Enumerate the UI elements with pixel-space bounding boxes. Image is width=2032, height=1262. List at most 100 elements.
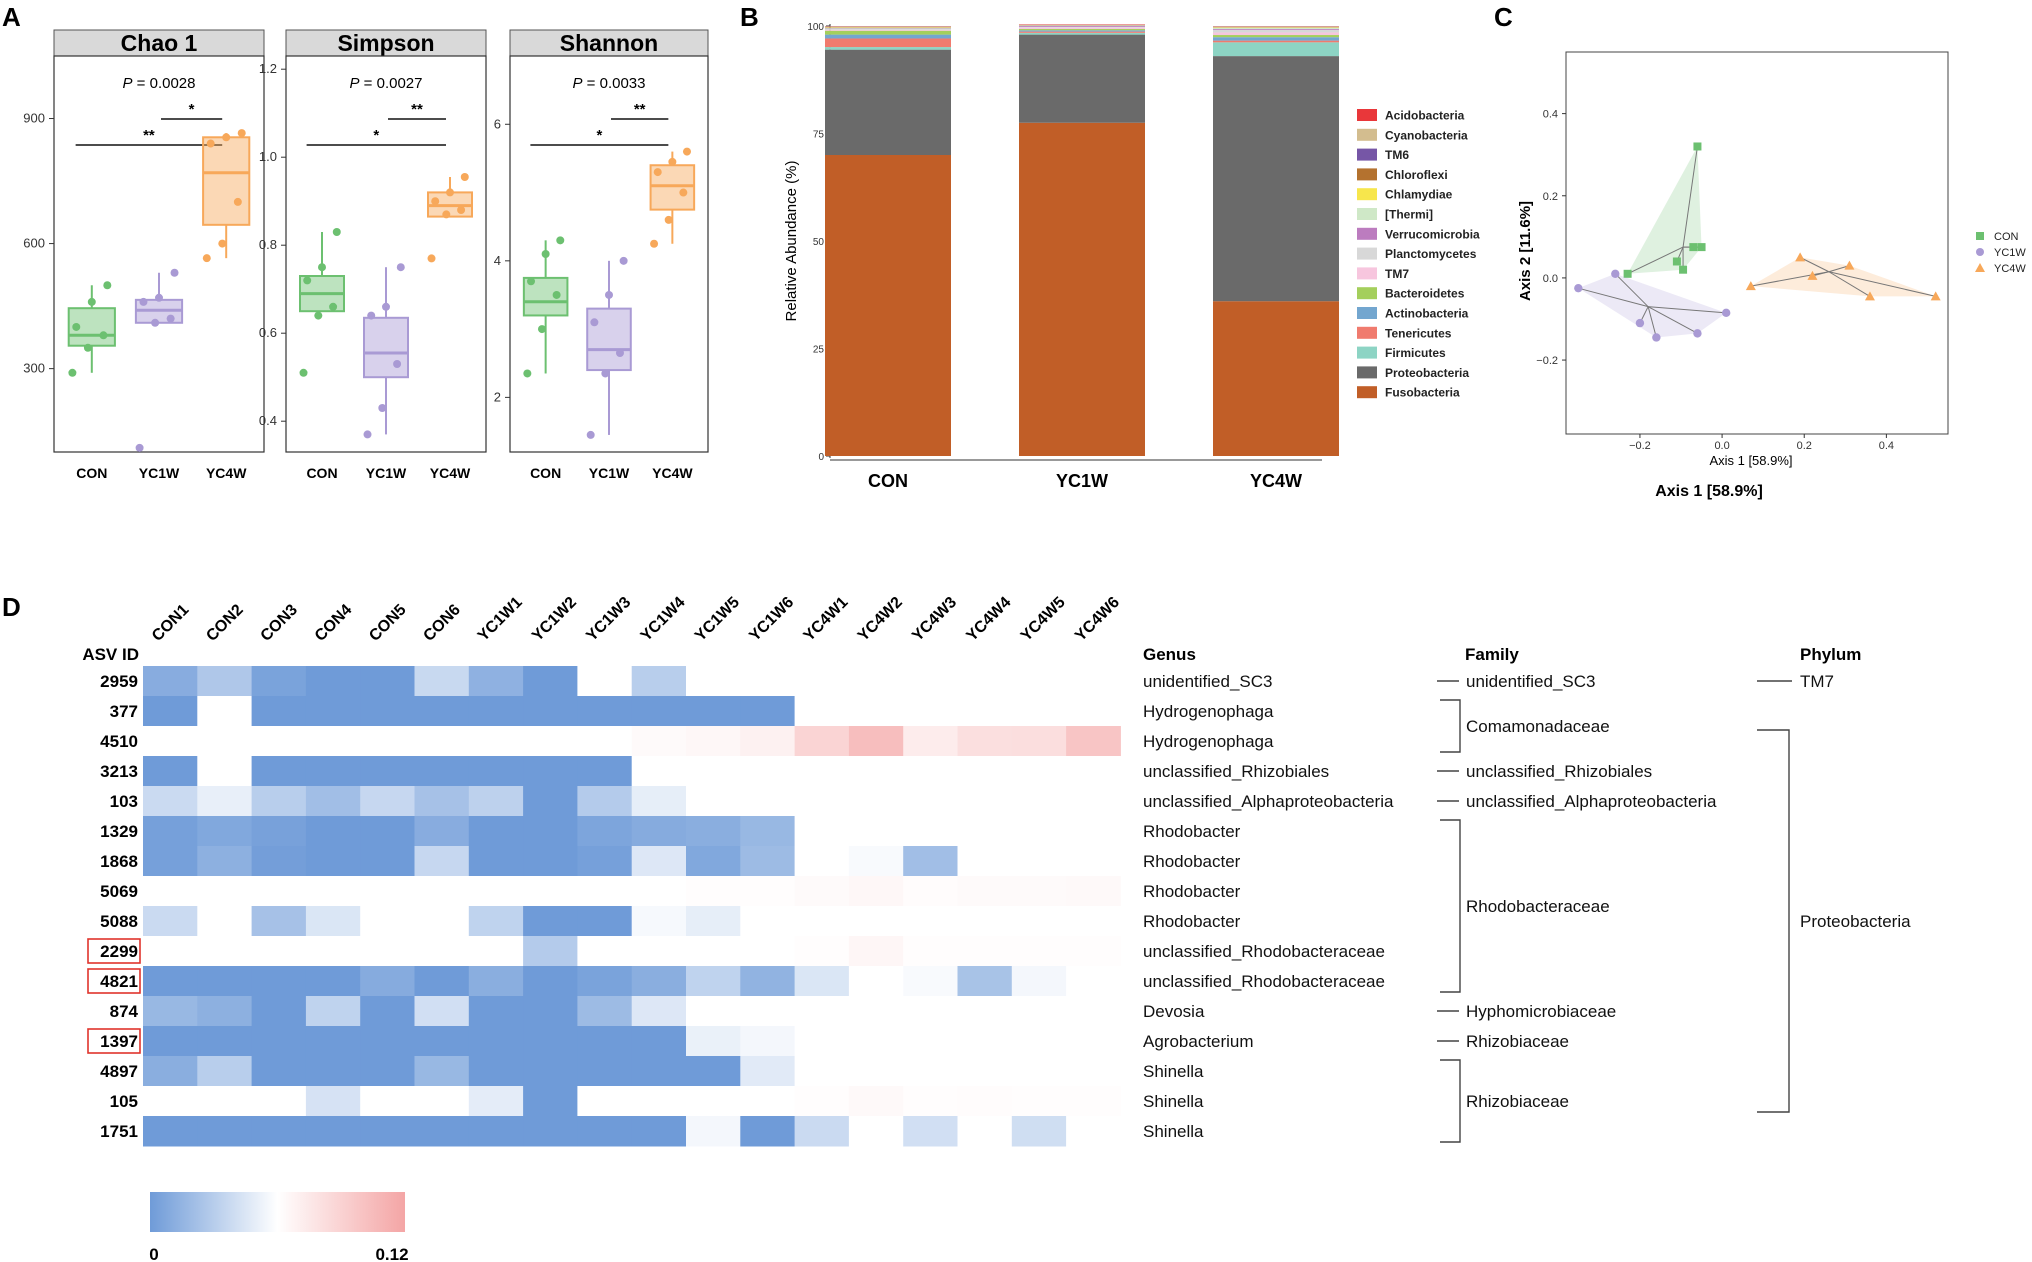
heatmap-cell	[1066, 906, 1121, 937]
data-point	[615, 349, 624, 357]
plot-frame	[53, 55, 265, 453]
p-symbol: P	[573, 75, 583, 92]
heatmap-cell	[1011, 1116, 1067, 1147]
data-point	[222, 133, 231, 142]
heatmap-cell	[631, 936, 687, 967]
bar-segment-firmicutes	[825, 47, 951, 50]
heatmap-cell	[414, 726, 470, 757]
colorbar	[150, 1192, 405, 1232]
bar-stack-con	[825, 26, 951, 456]
heatmap-row-103: 103 unclassified_Alphaproteobacteria	[110, 786, 1394, 817]
legend-swatch	[1357, 227, 1377, 240]
heatmap-cell	[305, 1116, 361, 1147]
heatmap-cell	[577, 756, 633, 787]
legend-swatch	[1357, 346, 1377, 359]
legend-label: Cyanobacteria	[1385, 128, 1468, 142]
heatmap-cell	[251, 936, 307, 967]
legend-marker	[1975, 263, 1985, 272]
heatmap-cell	[523, 876, 578, 907]
heatmap-cell	[468, 1086, 524, 1117]
heatmap-cell	[414, 1056, 470, 1087]
heatmap-cell	[523, 906, 578, 937]
data-point	[139, 297, 148, 306]
heatmap-cell	[414, 876, 470, 907]
heatmap-row-874: 874 Devosia	[110, 996, 1205, 1027]
scatter-point	[1795, 252, 1806, 262]
legend-label: Firmicutes	[1385, 346, 1446, 360]
genus-header: Genus	[1143, 645, 1196, 664]
bar-segment-fusobacteria	[1213, 301, 1339, 456]
data-point	[303, 276, 312, 285]
highlight-box	[87, 938, 141, 964]
heatmap-cell	[1011, 786, 1067, 817]
family-annotation: Hyphomicrobiaceae	[1437, 1002, 1616, 1021]
heatmap-cell	[1066, 786, 1121, 817]
data-point	[103, 281, 112, 290]
column-header: CON1	[149, 601, 193, 645]
heatmap-row-4510: 4510 Hydrogenophaga	[100, 726, 1274, 757]
panel-c-pcoa: −0.2 0.0 0.2 0.4 −0.2 0.0 0.2 0.4 Axis 1 [58.9%]…	[1517, 51, 2026, 500]
data-point	[605, 290, 613, 299]
data-point	[237, 129, 246, 138]
family-label: Comamonadaceae	[1466, 717, 1610, 736]
heatmap-cell	[143, 1056, 198, 1087]
heatmap-cell	[957, 786, 1013, 817]
heatmap-cell	[143, 726, 198, 757]
heatmap-cell	[251, 666, 307, 697]
row-genus: Hydrogenophaga	[1143, 702, 1274, 721]
heatmap-cell	[360, 696, 415, 727]
box-iqr	[363, 316, 409, 379]
heatmap-row-105: 105 Shinella	[110, 1086, 1204, 1117]
p-value: = 0.0033	[583, 75, 646, 92]
heatmap-cell	[360, 816, 415, 847]
heatmap-cell	[468, 726, 524, 757]
x-tick-label: YC4W	[652, 465, 693, 481]
data-point	[299, 368, 308, 377]
heatmap-cell	[794, 816, 850, 847]
heatmap-cell	[468, 906, 524, 937]
column-header: YC4W2	[855, 594, 906, 645]
legend-swatch	[1357, 208, 1377, 220]
bar-segment-planctomycetes	[825, 29, 951, 30]
group-hull	[1578, 273, 1727, 338]
scatter-point	[1721, 308, 1731, 318]
x-tick-label: 0.4	[1879, 440, 1894, 452]
heatmap-cell	[305, 1086, 361, 1117]
heatmap-cell	[794, 906, 850, 937]
row-genus: unclassified_Rhodobacteraceae	[1143, 972, 1385, 991]
heatmap-cell	[305, 666, 361, 697]
heatmap-cell	[903, 756, 958, 787]
heatmap-cell	[631, 756, 687, 787]
heatmap-cell	[848, 756, 904, 787]
heatmap-cell	[631, 966, 687, 997]
heatmap-cell	[523, 846, 578, 877]
y-tick-label: 0.6	[259, 325, 277, 340]
data-point	[619, 256, 628, 265]
p-symbol: P	[123, 75, 133, 92]
bar-segment-actinobacteria	[825, 34, 951, 39]
column-header: YC1W5	[692, 594, 743, 645]
heatmap-cell	[957, 1116, 1013, 1147]
colorbar-min-label: 0	[149, 1245, 158, 1262]
spider-line	[1799, 256, 1830, 273]
row-asv-id: 5069	[100, 882, 138, 901]
row-asv-id: 4510	[100, 732, 138, 751]
heatmap-cell	[740, 1086, 796, 1117]
row-asv-id: 1397	[100, 1032, 138, 1051]
bar-segment-thermi	[825, 27, 951, 29]
row-genus: Shinella	[1143, 1122, 1204, 1141]
bar-stack-yc1w	[1019, 24, 1145, 456]
data-point	[556, 236, 565, 245]
heatmap-cell	[251, 876, 307, 907]
heatmap-cell	[523, 996, 578, 1027]
panel-letter-d: D	[2, 592, 21, 622]
heatmap-cell	[903, 1056, 958, 1087]
heatmap-cell	[414, 966, 470, 997]
scatter-point	[1635, 318, 1645, 328]
heatmap-cell	[414, 696, 470, 727]
heatmap-cell	[523, 696, 578, 727]
p-symbol: P	[350, 75, 360, 92]
bar-segment-fusobacteria	[825, 155, 951, 456]
